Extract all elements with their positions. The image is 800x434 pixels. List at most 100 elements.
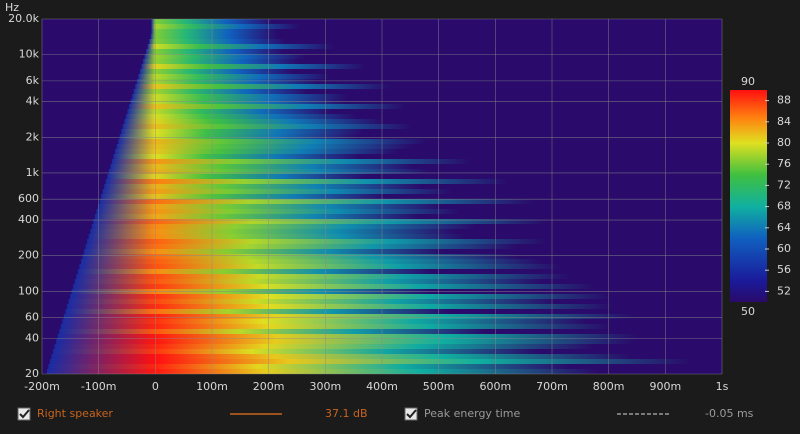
heatmap-band xyxy=(115,149,399,154)
colorbar-tick-label: 72 xyxy=(777,178,791,191)
colorbar-tick-label: 52 xyxy=(777,284,791,297)
heatmap-band xyxy=(107,174,367,179)
heatmap-band xyxy=(116,144,413,149)
x-tick-label: -100m xyxy=(81,380,117,393)
legend-name: Right speaker xyxy=(37,407,113,420)
heatmap-band xyxy=(121,129,364,134)
x-tick-label: 100m xyxy=(196,380,228,393)
x-tick-label: 500m xyxy=(423,380,455,393)
heatmap-band xyxy=(151,24,301,29)
colorbar-tick-label: 80 xyxy=(777,136,791,149)
x-tick-label: 1s xyxy=(716,380,729,393)
heatmap-band xyxy=(76,274,571,279)
heatmap-band xyxy=(104,184,423,189)
heatmap-band xyxy=(73,284,596,289)
heatmap-band xyxy=(119,134,360,139)
heatmap-band xyxy=(151,29,278,34)
heatmap-band xyxy=(56,339,636,344)
y-tick-label: 40 xyxy=(25,331,39,344)
legend-readout: -0.05 ms xyxy=(705,407,754,420)
heatmap-band xyxy=(54,344,595,349)
heatmap-band xyxy=(49,359,692,364)
heatmap-band xyxy=(128,104,407,109)
checkmark xyxy=(406,409,417,419)
heatmap-band xyxy=(138,74,331,79)
heatmap-band xyxy=(105,179,509,184)
x-tick-label: 400m xyxy=(366,380,398,393)
heatmap-band xyxy=(139,69,293,74)
colorbar-tick-label: 56 xyxy=(777,263,791,276)
heatmap-band xyxy=(96,209,461,214)
colorbar-max-label: 90 xyxy=(741,75,755,88)
colorbar-tick-label: 88 xyxy=(777,94,791,107)
heatmap-band xyxy=(122,124,413,129)
checkmark xyxy=(19,409,30,419)
x-tick-label: 300m xyxy=(309,380,341,393)
heatmap-band xyxy=(102,189,452,194)
colorbar-tick-label: 60 xyxy=(777,242,791,255)
y-tick-label: 200 xyxy=(18,249,39,262)
heatmap-band xyxy=(67,304,614,309)
y-tick-label: 20 xyxy=(25,367,39,380)
heatmap-band xyxy=(108,169,431,174)
colorbar-tick-label: 76 xyxy=(777,157,791,170)
y-tick-label: 100 xyxy=(18,284,39,297)
heatmap-band xyxy=(46,369,598,374)
x-tick-label: 0 xyxy=(152,380,159,393)
heatmap-band xyxy=(48,364,569,369)
heatmap-band xyxy=(94,214,420,219)
heatmap-band xyxy=(57,334,640,339)
legend-name: Peak energy time xyxy=(424,407,521,420)
heatmap-band xyxy=(70,294,611,299)
y-tick-label: 2k xyxy=(26,130,40,143)
heatmap-band xyxy=(136,79,318,84)
heatmap-band xyxy=(135,84,392,89)
colorbar-tick-label: 64 xyxy=(777,221,791,234)
heatmap-band xyxy=(85,244,518,249)
y-tick-label: 1k xyxy=(26,166,40,179)
x-tick-label: 900m xyxy=(649,380,681,393)
heatmap-band xyxy=(59,329,487,334)
heatmap-band xyxy=(90,229,456,234)
heatmap-band xyxy=(93,219,547,224)
heatmap-band xyxy=(124,119,383,124)
heatmap-band xyxy=(60,324,613,329)
heatmap-band xyxy=(77,269,433,274)
y-tick-label: 4k xyxy=(26,95,40,108)
heatmap-band xyxy=(147,44,335,49)
heatmap-band xyxy=(141,64,367,69)
heatmap-band xyxy=(53,349,539,354)
colorbar-min-label: 50 xyxy=(741,305,755,318)
heatmap-band xyxy=(62,319,588,324)
heatmap-band xyxy=(151,19,275,24)
x-tick-label: 700m xyxy=(536,380,568,393)
y-tick-label: 20.0k xyxy=(8,12,39,25)
colorbar-tick-label: 84 xyxy=(777,115,791,128)
heatmap-band xyxy=(125,114,357,119)
heatmap-band xyxy=(113,154,361,159)
heatmap-band xyxy=(98,204,443,209)
heatmap-band xyxy=(111,159,472,164)
y-tick-label: 6k xyxy=(26,74,40,87)
x-tick-label: 800m xyxy=(593,380,625,393)
heatmap-band xyxy=(68,299,556,304)
colorbar xyxy=(730,90,767,302)
heatmap-band xyxy=(101,194,386,199)
heatmap-band xyxy=(150,34,278,39)
heatmap-band xyxy=(142,59,299,64)
x-tick-label: 200m xyxy=(253,380,285,393)
y-axis-label: Hz xyxy=(5,1,19,14)
y-tick-label: 10k xyxy=(19,48,40,61)
x-tick-label: 600m xyxy=(479,380,511,393)
heatmap-band xyxy=(127,109,333,114)
heatmap-band xyxy=(118,139,427,144)
y-tick-label: 60 xyxy=(25,311,39,324)
heatmap-band xyxy=(91,224,476,229)
heatmap-band xyxy=(65,309,450,314)
heatmap-band xyxy=(144,54,307,59)
heatmap-band xyxy=(63,314,634,319)
x-tick-label: -200m xyxy=(24,380,60,393)
heatmap-band xyxy=(88,234,466,239)
heatmap-band xyxy=(74,279,543,284)
